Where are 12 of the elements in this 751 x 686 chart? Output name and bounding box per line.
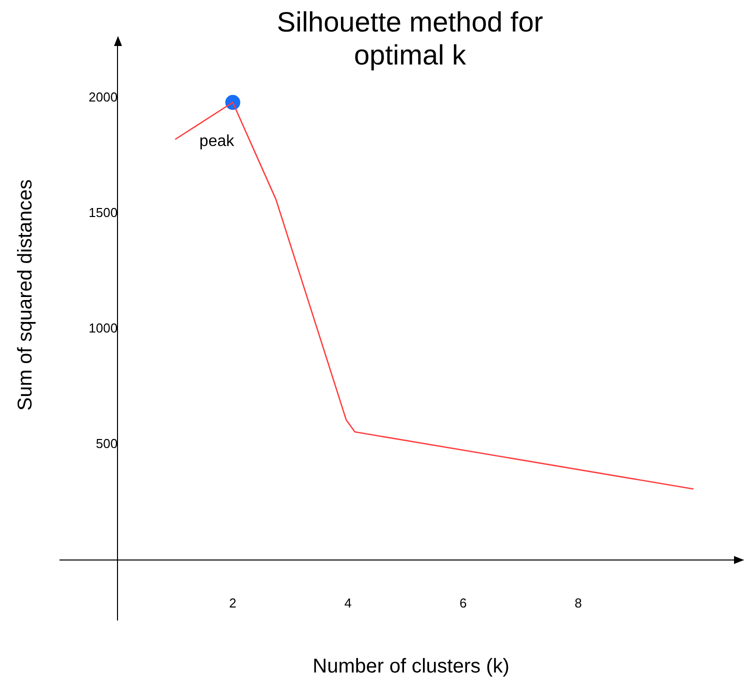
x-axis-title: Number of clusters (k) (312, 656, 510, 678)
y-tick-label: 500 (96, 436, 118, 451)
y-axis-title: Sum of squared distances (14, 179, 37, 411)
x-tick-label: 4 (344, 595, 352, 610)
y-tick-label: 1000 (88, 320, 118, 336)
x-tick-label: 2 (229, 595, 236, 610)
annotation: peak (199, 132, 236, 150)
x-tick-label: 8 (574, 595, 582, 610)
y-tick-label: 2000 (88, 89, 118, 104)
y-tick-label: 1500 (88, 204, 118, 220)
chart-title: Silhouette method for optimal k (276, 6, 544, 71)
x-tick-label: 6 (460, 595, 467, 610)
